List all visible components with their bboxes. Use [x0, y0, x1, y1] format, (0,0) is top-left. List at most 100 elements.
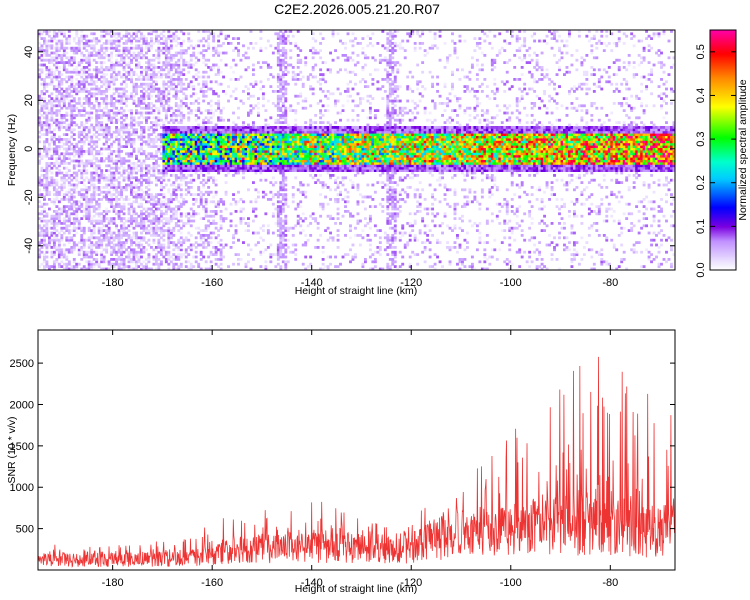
- spectrogram-cell: [217, 128, 221, 132]
- spectrogram-cell: [135, 104, 138, 108]
- spectrogram-cell: [40, 46, 44, 50]
- spectrogram-cell: [279, 188, 283, 192]
- spectrogram-cell: [90, 159, 94, 163]
- spectrogram-cell: [125, 248, 128, 252]
- spectrogram-cell: [132, 234, 136, 237]
- spectrogram-cell: [80, 188, 84, 192]
- spectrogram-cell: [152, 109, 156, 112]
- spectrogram-cell: [154, 193, 158, 196]
- spectrogram-cell: [52, 234, 56, 237]
- spectrogram-cell: [209, 99, 213, 103]
- spectrogram-cell: [184, 126, 188, 129]
- spectrogram-cell: [159, 231, 163, 235]
- spectrogram-cell: [244, 145, 248, 148]
- spectrogram-cell: [117, 34, 121, 38]
- spectrogram-cell: [55, 238, 59, 242]
- spectrogram-cell: [279, 255, 283, 259]
- spectrogram-cell: [182, 169, 186, 172]
- spectrogram-cell: [266, 154, 270, 158]
- spectrogram-cell: [82, 198, 86, 201]
- spectrogram-cell: [62, 154, 66, 158]
- spectrogram-cell: [140, 130, 143, 134]
- spectrogram-cell: [202, 205, 206, 208]
- spectrogram-cell: [40, 114, 44, 117]
- spectrogram-cell: [261, 229, 265, 232]
- spectrogram-cell: [154, 164, 158, 168]
- spectrogram-cell: [209, 231, 213, 235]
- spectrogram-cell: [100, 63, 104, 67]
- spectrogram-cell: [102, 238, 106, 242]
- spectrogram-cell: [197, 226, 201, 230]
- spectrogram-cell: [232, 49, 235, 52]
- spectrogram-cell: [55, 178, 59, 182]
- spectrogram-cell: [122, 66, 126, 69]
- spectrogram-cell: [149, 166, 153, 170]
- spectrogram-cell: [281, 183, 285, 187]
- spectrogram-cell: [217, 51, 221, 55]
- spectrogram-cell: [57, 162, 61, 165]
- spectrogram-cell: [107, 210, 111, 213]
- spectrogram-cell: [107, 39, 111, 43]
- spectrogram-cell: [224, 169, 228, 172]
- spectrogram-cell: [162, 202, 166, 206]
- spectrogram-cell: [45, 73, 49, 76]
- spectrogram-cell: [67, 250, 71, 254]
- spectrogram-cell: [50, 265, 54, 268]
- spectrogram-cell: [72, 176, 76, 180]
- spectrogram-cell: [97, 106, 101, 110]
- spectrogram-cell: [100, 61, 104, 64]
- spectrogram-cell: [217, 116, 221, 120]
- spectrogram-cell: [204, 85, 208, 88]
- spectrogram-cell: [249, 166, 253, 170]
- spectrogram-cell: [174, 222, 178, 225]
- spectrogram-cell: [212, 181, 216, 184]
- spectrogram-cell: [251, 140, 255, 144]
- spectrogram-cell: [162, 246, 166, 249]
- spectrogram-cell: [189, 234, 193, 237]
- spectrogram-cell: [82, 126, 86, 129]
- spectrogram-cell: [127, 183, 131, 187]
- spectrogram-cell: [77, 162, 81, 165]
- spectrogram-cell: [242, 217, 245, 220]
- spectrogram-cell: [177, 145, 181, 148]
- spectrogram-cell: [276, 104, 280, 108]
- spectrogram-cell: [85, 78, 89, 81]
- spectrogram-cell: [145, 154, 148, 158]
- spectrogram-cell: [212, 150, 216, 153]
- spectrogram-cell: [80, 229, 84, 232]
- spectrogram-cell: [45, 181, 49, 184]
- spectrogram-cell: [75, 123, 79, 127]
- spectrogram-cell: [157, 42, 161, 45]
- spectrogram-cell: [167, 246, 171, 249]
- spectrogram-cell: [157, 241, 161, 244]
- spectrogram-cell: [199, 238, 203, 242]
- spectrogram-cell: [38, 140, 41, 144]
- spectrogram-cell: [107, 30, 111, 33]
- spectrogram-cell: [177, 70, 181, 74]
- spectrogram-cell: [172, 39, 176, 43]
- spectrogram-cell: [204, 169, 208, 172]
- spectrogram-cell: [57, 30, 61, 33]
- spectrogram-cell: [274, 130, 278, 134]
- spectrogram-cell: [110, 236, 114, 240]
- spectrogram-cell: [222, 145, 226, 148]
- spectrogram-cell: [239, 162, 243, 165]
- spectrogram-cell: [140, 70, 143, 74]
- spectrogram-cell: [130, 190, 133, 194]
- spectrogram-cell: [122, 250, 126, 254]
- spectrogram-cell: [276, 255, 280, 259]
- spectrogram-cell: [117, 171, 121, 175]
- spectrogram-cell: [127, 210, 131, 213]
- spectrogram-cell: [212, 166, 216, 170]
- spectrogram-cell: [100, 169, 104, 172]
- spectrogram-cell: [137, 75, 141, 79]
- spectrogram-cell: [227, 152, 230, 156]
- spectrogram-cell: [125, 75, 128, 79]
- spectrogram-cell: [45, 212, 49, 216]
- spectrogram-cell: [157, 193, 161, 196]
- spectrogram-cell: [122, 234, 126, 237]
- spectrogram-cell: [140, 176, 143, 180]
- spectrogram-cell: [55, 85, 59, 88]
- spectrogram-cell: [125, 32, 128, 36]
- spectrogram-cell: [174, 176, 178, 180]
